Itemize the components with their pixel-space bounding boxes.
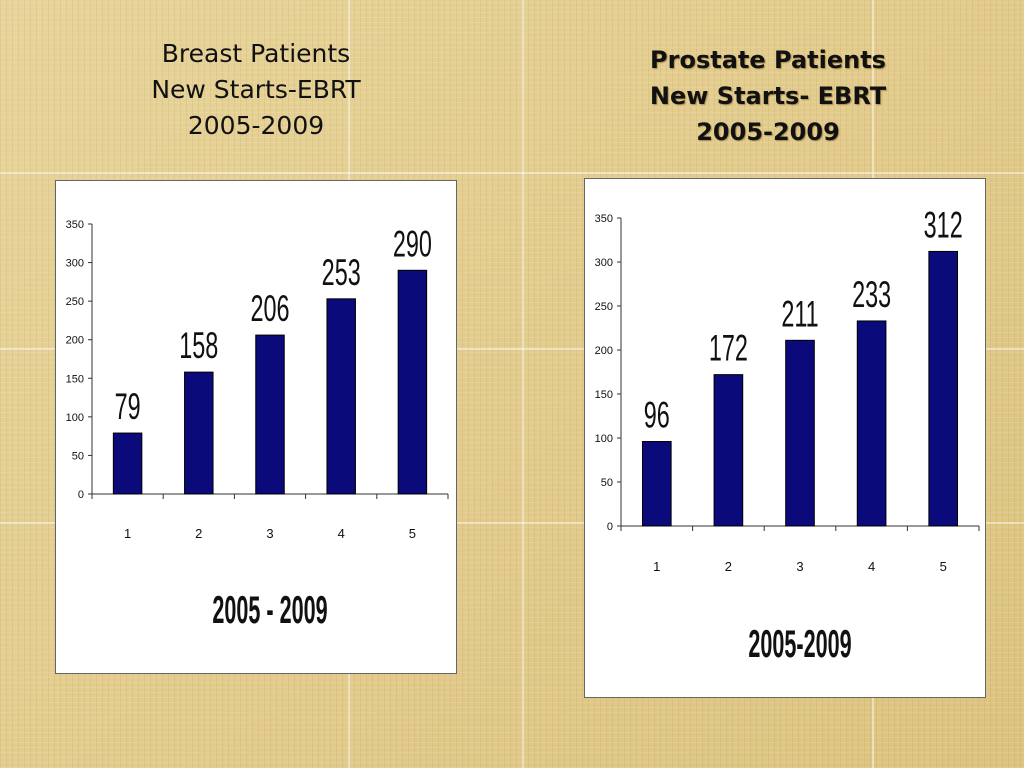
breast-data-label-2: 158 bbox=[179, 325, 218, 367]
prostate-data-label-2: 172 bbox=[709, 327, 748, 369]
breast-data-label-4: 253 bbox=[322, 251, 361, 293]
prostate-title-line-3: 2005-2009 bbox=[696, 118, 840, 146]
prostate-category-label-1: 1 bbox=[653, 559, 660, 574]
breast-category-label-4: 4 bbox=[338, 526, 345, 541]
prostate-category-label-3: 3 bbox=[796, 559, 803, 574]
breast-bar-3 bbox=[255, 334, 285, 495]
breast-y-tick-label: 0 bbox=[78, 489, 84, 501]
prostate-title-line-2: New Starts- EBRT bbox=[649, 82, 887, 110]
prostate-chart-title: Prostate Patients New Starts- EBRT 2005-… bbox=[608, 42, 928, 150]
prostate-bar-5 bbox=[928, 250, 959, 527]
prostate-chart-panel: 0 50 100 150 200 250 300 350 96 1 172 2 211 3 233 4 312 5… bbox=[584, 178, 986, 698]
prostate-x-axis-title: 2005-2009 bbox=[748, 621, 851, 666]
prostate-y-tick-label: 150 bbox=[595, 389, 613, 401]
breast-bar-5 bbox=[397, 269, 428, 495]
breast-chart-panel: 0 50 100 150 200 250 300 350 79 1 158 2 206 3 253 4 290 5… bbox=[55, 180, 457, 674]
prostate-y-tick-label: 250 bbox=[595, 301, 613, 313]
breast-category-label-3: 3 bbox=[266, 526, 273, 541]
prostate-data-label-4: 233 bbox=[852, 273, 891, 315]
breast-title-line-1: Breast Patients bbox=[161, 39, 351, 68]
prostate-bar-2 bbox=[713, 374, 744, 527]
breast-y-tick-label: 200 bbox=[66, 335, 84, 347]
breast-y-tick-label: 300 bbox=[66, 258, 84, 270]
prostate-data-label-1: 96 bbox=[644, 394, 670, 436]
prostate-y-tick-label: 300 bbox=[595, 257, 613, 269]
breast-y-tick-label: 250 bbox=[66, 296, 84, 308]
breast-title-line-2: New Starts-EBRT bbox=[151, 75, 361, 104]
prostate-data-label-5: 312 bbox=[924, 204, 963, 246]
prostate-bar-1 bbox=[641, 441, 672, 527]
prostate-data-label-3: 211 bbox=[781, 293, 818, 335]
breast-data-label-5: 290 bbox=[393, 223, 432, 265]
breast-data-label-1: 79 bbox=[115, 385, 141, 427]
breast-y-tick-label: 100 bbox=[66, 412, 84, 424]
prostate-y-tick-label: 200 bbox=[595, 345, 613, 357]
prostate-bar-4 bbox=[856, 320, 887, 527]
breast-y-tick-label: 150 bbox=[66, 373, 84, 385]
prostate-title-line-1: Prostate Patients bbox=[650, 46, 886, 74]
prostate-bar-chart: 0 50 100 150 200 250 300 350 96 1 172 2 211 3 233 4 312 5… bbox=[595, 204, 980, 666]
breast-bar-chart: 0 50 100 150 200 250 300 350 79 1 158 2 206 3 253 4 290 5… bbox=[66, 219, 449, 632]
prostate-y-tick-label: 0 bbox=[607, 521, 613, 533]
breast-title-line-3: 2005-2009 bbox=[187, 111, 325, 140]
prostate-category-label-4: 4 bbox=[868, 559, 875, 574]
breast-y-tick-label: 350 bbox=[66, 219, 84, 231]
breast-category-label-5: 5 bbox=[409, 526, 416, 541]
prostate-bar-3 bbox=[785, 339, 815, 527]
breast-x-axis-title: 2005 - 2009 bbox=[212, 587, 327, 632]
breast-bar-2 bbox=[184, 371, 214, 495]
prostate-y-tick-label: 50 bbox=[601, 477, 613, 489]
breast-y-tick-label: 50 bbox=[72, 450, 84, 462]
breast-category-label-2: 2 bbox=[195, 526, 202, 541]
breast-bar-4 bbox=[326, 298, 356, 495]
breast-data-label-3: 206 bbox=[250, 287, 289, 329]
breast-chart-title: Breast Patients New Starts-EBRT 2005-200… bbox=[106, 36, 406, 144]
prostate-category-label-2: 2 bbox=[725, 559, 732, 574]
breast-bar-1 bbox=[112, 432, 143, 495]
breast-category-label-1: 1 bbox=[124, 526, 131, 541]
prostate-y-tick-label: 100 bbox=[595, 433, 613, 445]
prostate-category-label-5: 5 bbox=[940, 559, 947, 574]
prostate-y-tick-label: 350 bbox=[595, 213, 613, 225]
